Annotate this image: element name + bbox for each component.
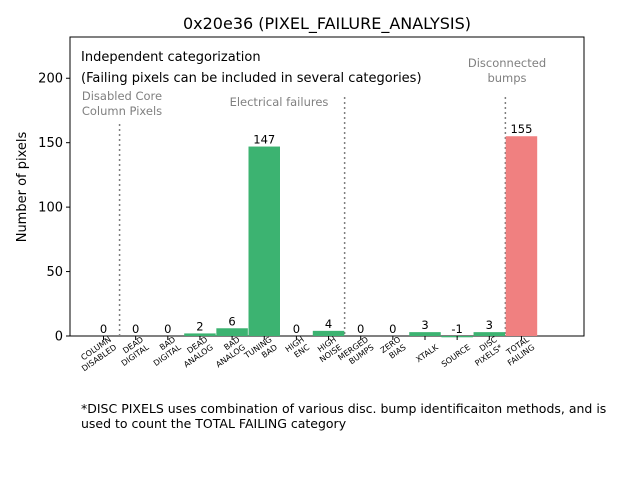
x-tick-label: DEADANALOG: [177, 335, 215, 369]
bar-value-label: 0: [164, 322, 171, 336]
x-tick-label: DISCPIXELS*: [468, 335, 505, 368]
section-label-line: Column Pixels: [82, 104, 162, 118]
x-tick-label-line: XTALK: [414, 342, 440, 364]
y-tick-label: 200: [38, 72, 63, 87]
bar: [312, 330, 345, 336]
x-tick-label: SOURCE: [440, 343, 472, 369]
bar: [216, 328, 248, 336]
info-line-2: (Failing pixels can be included in sever…: [81, 71, 422, 86]
bar: [184, 333, 216, 336]
section-dividers: [118, 97, 507, 336]
bar-value-label: -1: [451, 322, 462, 336]
bar-value-label: 0: [389, 322, 396, 336]
bar-value-label: 0: [132, 322, 139, 336]
bar-value-label: 3: [486, 318, 493, 332]
bar: [248, 146, 280, 336]
bar-value-label: 155: [510, 122, 532, 136]
section-label-line: Disabled Core: [82, 89, 162, 103]
bar-value-label: 0: [100, 322, 107, 336]
value-labels: 0 0 0 2 6 147 0 4 0 0 3 -1 3 155: [100, 122, 533, 336]
x-tick-label: BADANALOG: [209, 335, 247, 369]
x-tick-label: ZEROBIAS: [379, 335, 408, 363]
footnote: *DISC PIXELS uses combination of various…: [81, 401, 607, 431]
bar-value-label: 147: [253, 133, 275, 147]
bar-value-label: 0: [357, 322, 364, 336]
section-label-electrical: Electrical failures: [230, 95, 329, 109]
y-tick-label: 0: [55, 330, 63, 345]
info-line-1: Independent categorization: [81, 50, 261, 65]
y-tick-label: 50: [46, 265, 63, 280]
x-tick-label: BADDIGITAL: [146, 335, 183, 368]
y-tick-label: 100: [38, 201, 63, 216]
bar: [505, 136, 538, 336]
bar: [473, 332, 506, 336]
section-label-disabled-core: Disabled Core Column Pixels: [82, 89, 162, 118]
bar: [409, 332, 441, 336]
section-label-line: Electrical failures: [230, 95, 329, 109]
x-axis: COLUMNDISABLED DEADDIGITAL BADDIGITAL DEADA…: [75, 335, 537, 374]
x-tick-label: COLUMNDISABLED: [75, 335, 119, 373]
y-axis: 0 50 100 150 200: [38, 72, 70, 345]
x-tick-label: TUNINGBAD: [242, 335, 279, 369]
bar-value-label: 6: [228, 314, 235, 328]
bar-value-label: 3: [421, 318, 428, 332]
x-tick-label: TOTALFAILING: [501, 335, 537, 368]
section-label-disconnected: Disconnected bumps: [468, 56, 546, 85]
pixel-failure-chart: 0x20e36 (PIXEL_FAILURE_ANALYSIS) 0 0 0 2 6 14…: [15, 14, 585, 374]
x-tick-label: DEADDIGITAL: [114, 335, 151, 368]
section-label-line: bumps: [487, 71, 526, 85]
section-label-line: Disconnected: [468, 56, 546, 70]
x-tick-label: XTALK: [414, 342, 440, 364]
bar-value-label: 2: [196, 319, 203, 333]
bars: [184, 136, 538, 338]
y-tick-label: 150: [38, 136, 63, 151]
x-tick-label-line: SOURCE: [440, 343, 472, 369]
bar-value-label: 4: [325, 317, 332, 331]
y-axis-label: Number of pixels: [15, 131, 30, 242]
x-tick-label: MERGEDBUMPS: [336, 335, 375, 370]
x-tick-label: HIGHENC: [284, 335, 312, 362]
chart-title: 0x20e36 (PIXEL_FAILURE_ANALYSIS): [183, 14, 471, 34]
bar-value-label: 0: [293, 322, 300, 336]
